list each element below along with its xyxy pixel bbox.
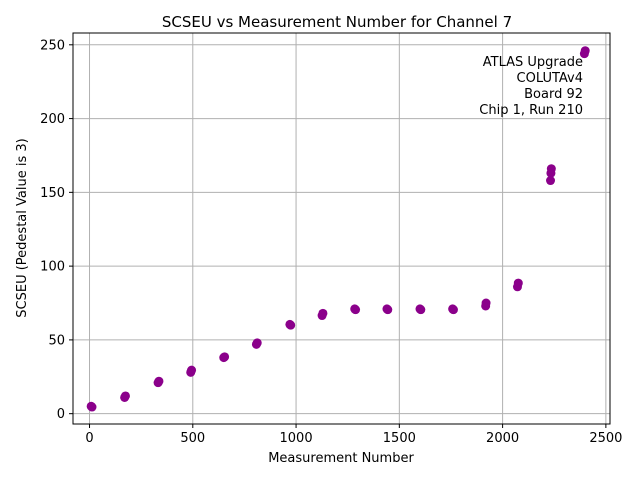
data-point (481, 298, 491, 308)
data-point (286, 320, 296, 330)
x-tick-label: 500 (180, 431, 205, 446)
data-point (318, 308, 328, 318)
y-axis-ticks: 0 50 100 150 200 250 (40, 38, 73, 422)
annotation-line-2: COLUTAv4 (517, 71, 583, 86)
x-tick-label: 1000 (280, 431, 313, 446)
x-axis-label: Measurement Number (268, 451, 414, 466)
y-tick-label: 150 (40, 186, 65, 201)
data-point (383, 305, 393, 315)
plot-frame (72, 32, 611, 425)
annotation-line-3: Board 92 (524, 87, 583, 102)
data-point (513, 278, 523, 288)
x-tick-label: 2000 (486, 431, 519, 446)
data-point (120, 391, 130, 401)
data-point (252, 338, 262, 348)
data-point (87, 402, 97, 412)
y-tick-label: 200 (40, 112, 65, 127)
y-tick-label: 50 (48, 333, 65, 348)
y-axis-label: SCSEU (Pedestal Value is 3) (15, 138, 30, 317)
x-tick-label: 2500 (589, 431, 622, 446)
data-point (351, 305, 361, 315)
data-point (416, 305, 426, 315)
data-point (448, 305, 458, 315)
y-tick-label: 100 (40, 260, 65, 275)
chart-title: SCSEU vs Measurement Number for Channel … (162, 13, 512, 31)
data-points (86, 46, 590, 412)
annotation-line-1: ATLAS Upgrade (483, 55, 583, 70)
y-tick-label: 250 (40, 38, 65, 53)
annotation-line-4: Chip 1, Run 210 (479, 103, 583, 118)
x-tick-label: 1500 (383, 431, 416, 446)
data-point (546, 164, 556, 174)
y-tick-label: 0 (57, 407, 65, 422)
data-point (154, 376, 164, 386)
x-axis-ticks: 0 500 1000 1500 2000 2500 (85, 424, 622, 446)
annotation-block: ATLAS Upgrade COLUTAv4 Board 92 Chip 1, … (479, 55, 583, 118)
data-point (220, 352, 230, 362)
x-tick-label: 0 (85, 431, 93, 446)
grid-lines (73, 33, 610, 424)
data-point (187, 365, 197, 375)
data-point (580, 46, 590, 56)
data-point (546, 176, 556, 186)
